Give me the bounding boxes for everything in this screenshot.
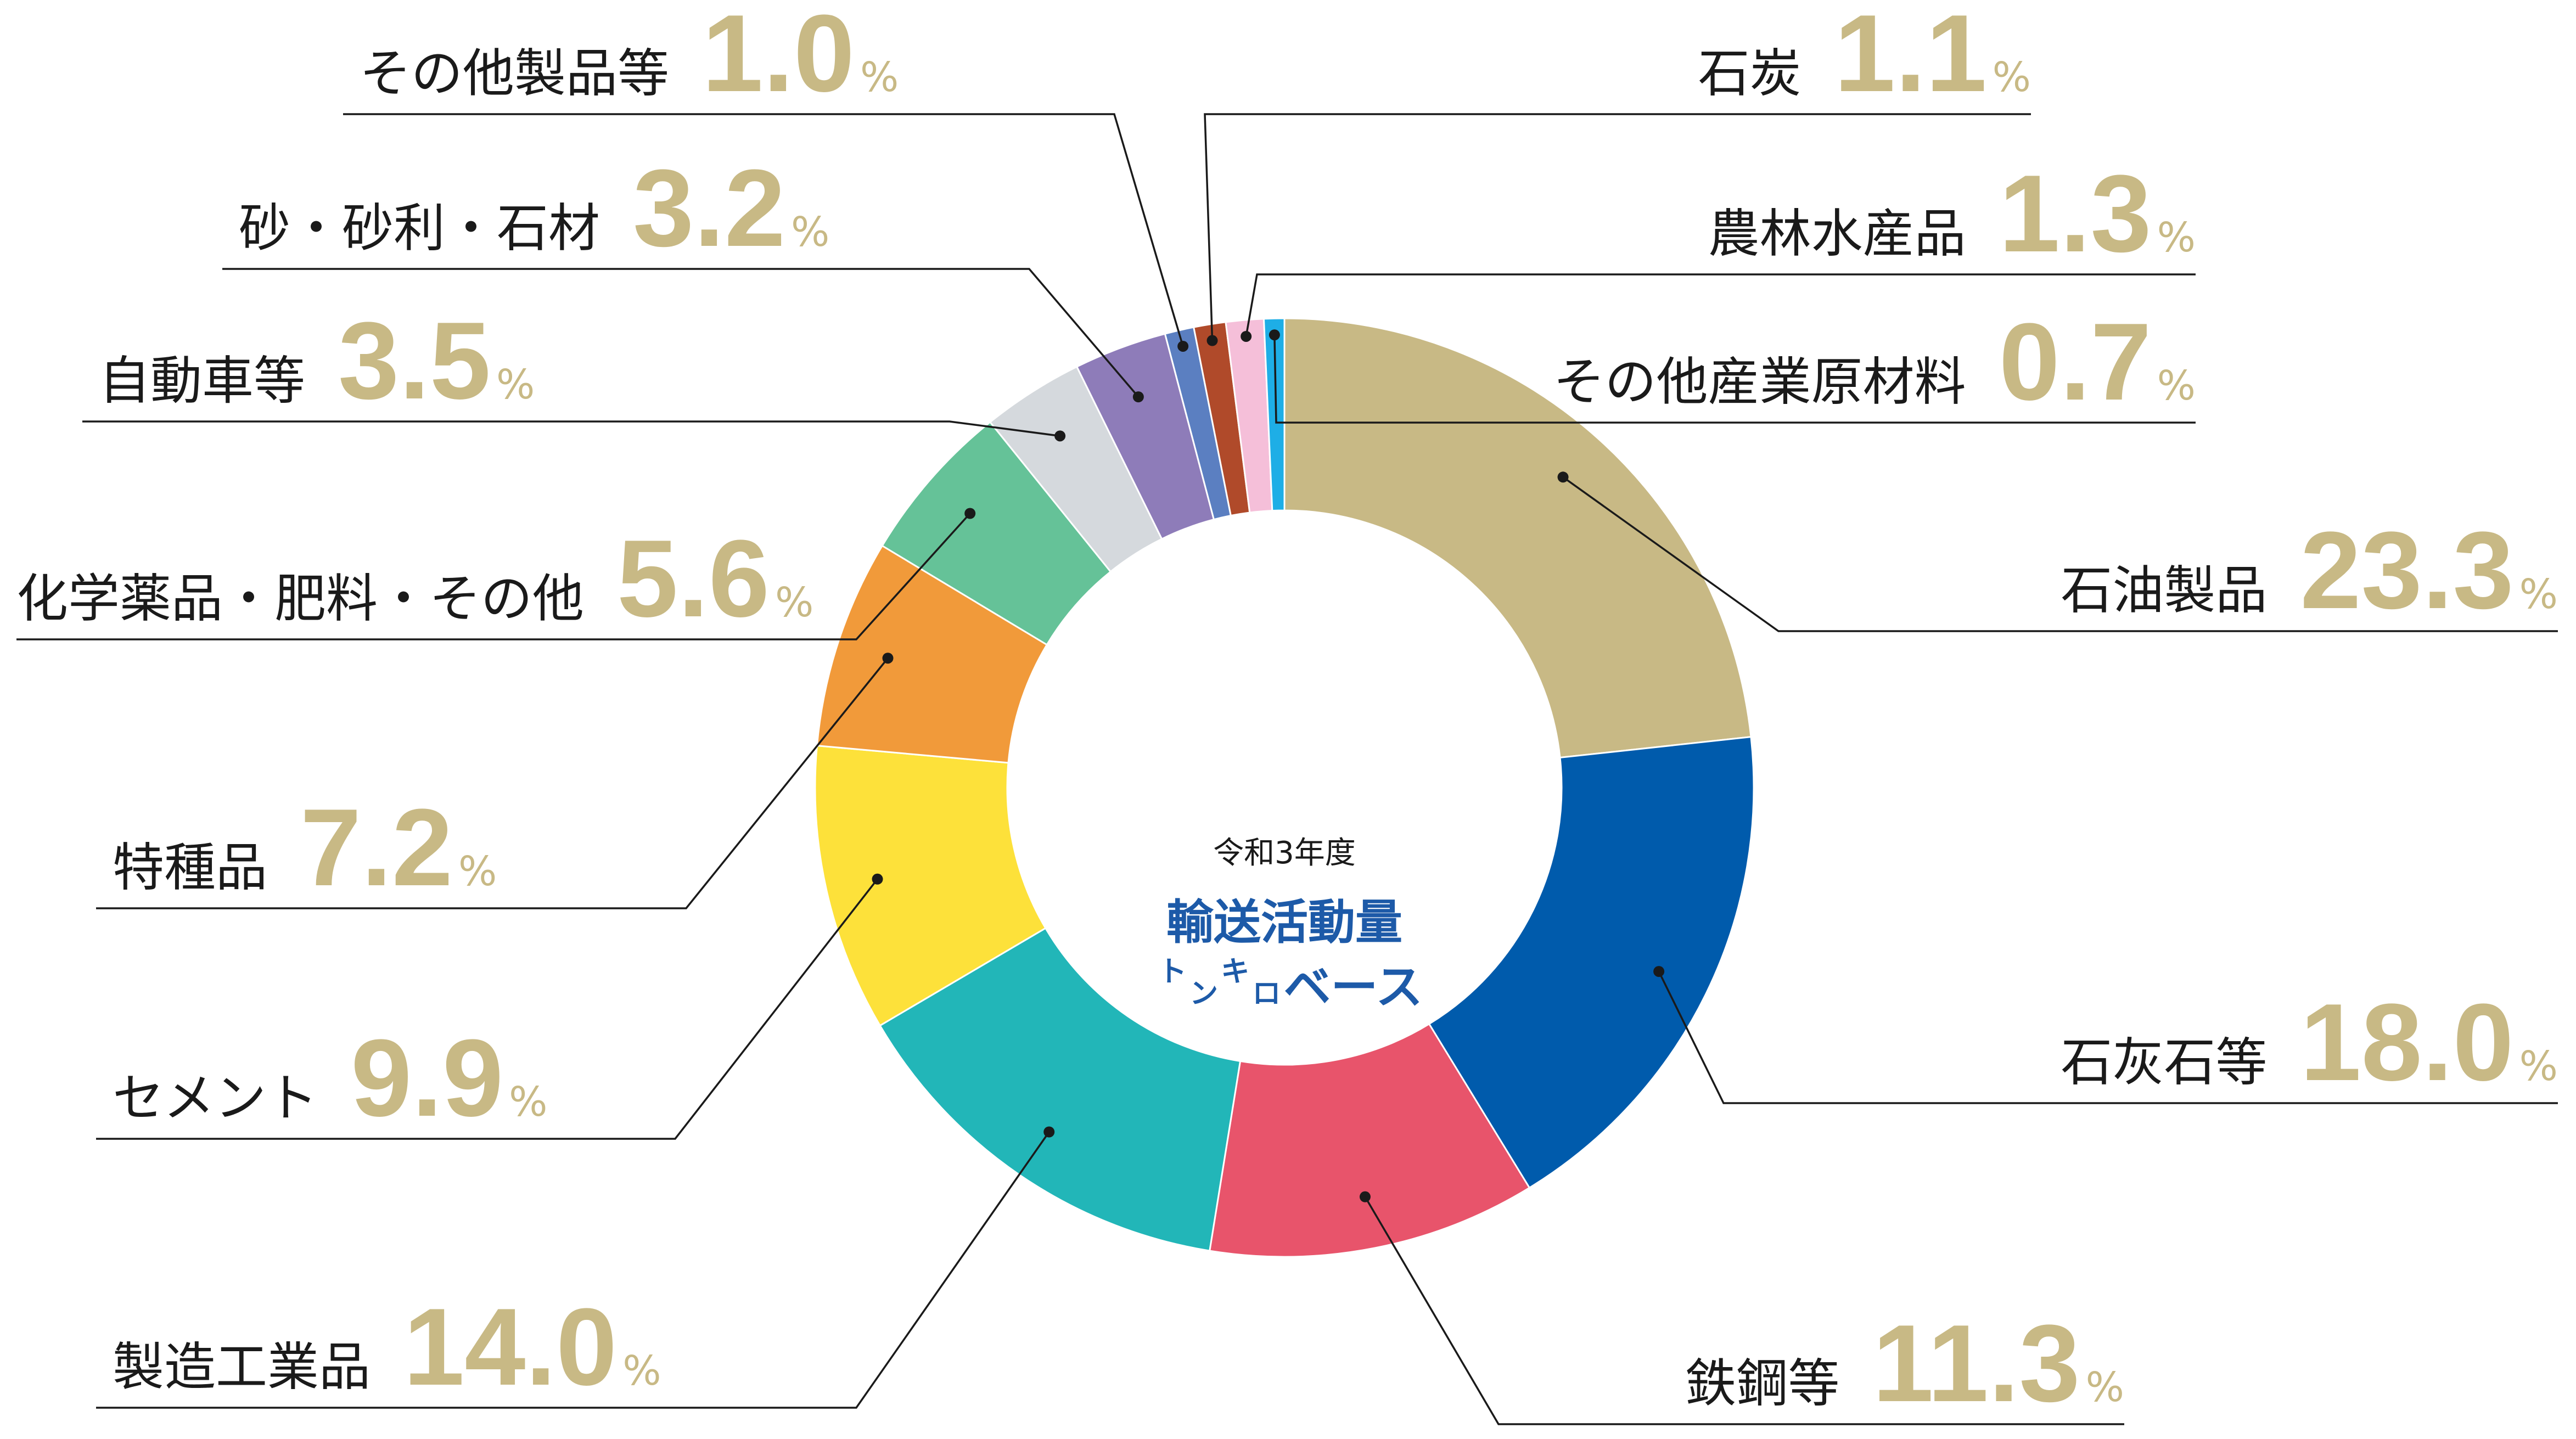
slice-label-6: 化学薬品・肥料・その他 5.6% [16, 518, 813, 640]
unit-small-3: キ [1221, 955, 1249, 988]
slice-label-5: 特種品 7.2% [113, 786, 497, 909]
unit-small-4: ロ [1252, 977, 1281, 1010]
donut-slices [814, 317, 1755, 1258]
leader-line-12 [1273, 335, 2196, 424]
slice-label-pct-9: % [860, 54, 899, 101]
leader-line-8 [222, 268, 1140, 398]
slice-12 [1262, 317, 1286, 512]
leader-line-4 [96, 878, 878, 1140]
slice-label-value-2: 11.3 [1872, 1302, 2080, 1425]
slice-label-pct-4: % [509, 1078, 547, 1126]
slice-label-value-3: 14.0 [403, 1286, 617, 1408]
slice-0 [1283, 317, 1752, 759]
slice-label-11: 農林水産品 1.3% [1708, 153, 2196, 275]
slice-label-pct-10: % [1993, 54, 2031, 101]
slice-label-name-7: 自動車等 [99, 351, 305, 411]
leader-line-6 [16, 513, 971, 640]
slice-label-pct-7: % [496, 361, 535, 408]
slice-label-3: 製造工業品 14.0% [113, 1286, 661, 1408]
slice-label-pct-2: % [2086, 1364, 2124, 1411]
center-unit: ト ン キ ロ ベース [1158, 955, 1423, 1015]
leader-line-10 [1204, 113, 2031, 341]
slice-label-pct-1: % [2519, 1043, 2558, 1090]
leader-line-3 [96, 1131, 1050, 1409]
slice-label-8: 砂・砂利・石材 3.2% [239, 147, 829, 269]
slice-label-name-4: セメント [113, 1069, 318, 1128]
leader-line-7 [82, 420, 1060, 437]
unit-basis: ベース [1283, 960, 1423, 1015]
slice-label-value-12: 0.7 [1999, 301, 2152, 423]
slice-label-name-2: 鉄鋼等 [1685, 1354, 1839, 1414]
slice-label-value-8: 3.2 [633, 147, 785, 269]
slice-label-name-8: 砂・砂利・石材 [239, 199, 600, 258]
slice-label-7: 自動車等 3.5% [99, 300, 535, 422]
slice-label-pct-11: % [2157, 214, 2196, 261]
slice-label-name-6: 化学薬品・肥料・その他 [16, 569, 584, 629]
leader-lines [16, 113, 2558, 1425]
center-year: 令和3年度 [1213, 835, 1356, 871]
slice-label-0: 石油製品 23.3% [2061, 509, 2558, 632]
slice-label-2: 鉄鋼等 11.3% [1685, 1302, 2124, 1425]
slice-label-value-0: 23.3 [2300, 509, 2513, 632]
slice-label-pct-8: % [791, 209, 829, 256]
slice-label-12: その他産業原材料 0.7% [1553, 301, 2196, 423]
slice-label-name-9: その他製品等 [360, 44, 669, 104]
slice-label-4: セメント 9.9% [113, 1017, 547, 1139]
slice-4 [814, 745, 1047, 1027]
center-label: 令和3年度 輸送活動量 ト ン キ ロ ベース [1158, 835, 1423, 1015]
slice-label-name-11: 農林水産品 [1708, 204, 1966, 264]
slice-label-value-6: 5.6 [617, 518, 770, 640]
leader-line-0 [1562, 476, 2558, 632]
leader-line-5 [96, 657, 889, 909]
leader-line-2 [1364, 1196, 2124, 1425]
slice-label-pct-0: % [2519, 571, 2558, 618]
slice-3 [879, 927, 1242, 1252]
slice-label-value-9: 1.0 [702, 0, 855, 115]
slice-label-pct-12: % [2157, 362, 2196, 409]
slice-label-value-11: 1.3 [1999, 153, 2152, 275]
leader-line-9 [343, 113, 1184, 347]
slice-labels: 石油製品 23.3 %石灰石等 18.0 %鉄鋼等 11.3 %製造工業品 14.0 %セメント… [16, 0, 2558, 1425]
slice-label-name-10: 石炭 [1698, 44, 1801, 104]
leader-line-11 [1245, 273, 2196, 337]
slice-1 [1428, 735, 1755, 1189]
slice-label-pct-5: % [458, 848, 497, 895]
slice-label-1: 石灰石等 18.0% [2061, 981, 2558, 1104]
slice-label-name-0: 石油製品 [2061, 561, 2267, 621]
slice-2 [1209, 1022, 1531, 1258]
slice-label-value-7: 3.5 [338, 300, 491, 422]
slice-label-pct-6: % [775, 579, 813, 626]
slice-label-name-1: 石灰石等 [2061, 1033, 2267, 1093]
slice-label-9: その他製品等 1.0% [360, 0, 899, 115]
slice-label-10: 石炭 1.1% [1698, 0, 2031, 115]
slice-label-name-12: その他産業原材料 [1553, 352, 1966, 412]
slice-label-name-5: 特種品 [113, 838, 267, 898]
center-title: 輸送活動量 [1166, 895, 1402, 950]
unit-small-2: ン [1189, 977, 1218, 1010]
slice-label-value-4: 9.9 [351, 1017, 503, 1139]
slice-label-name-3: 製造工業品 [113, 1337, 371, 1397]
leader-line-1 [1658, 971, 2558, 1104]
slice-label-value-1: 18.0 [2300, 981, 2513, 1104]
slice-label-pct-3: % [622, 1347, 661, 1395]
unit-small-1: ト [1158, 955, 1187, 988]
slice-label-value-5: 7.2 [300, 786, 453, 909]
slice-label-value-10: 1.1 [1834, 0, 1987, 115]
